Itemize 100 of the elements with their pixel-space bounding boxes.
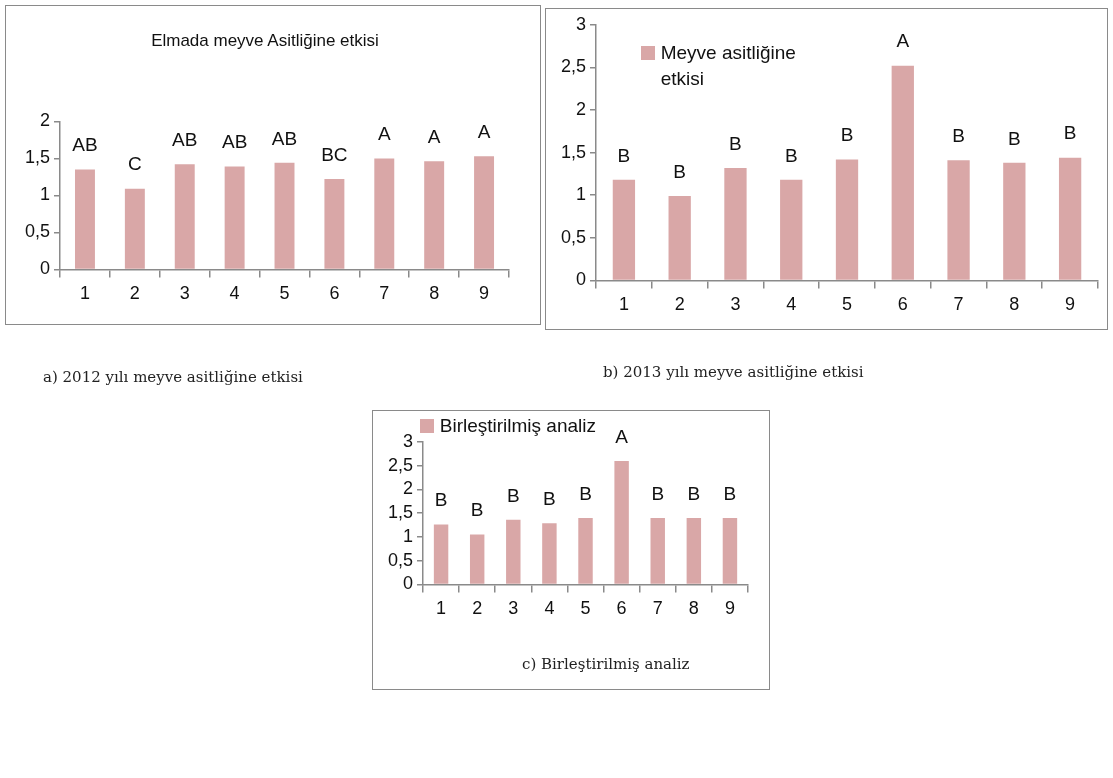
bar: [835, 159, 859, 280]
x-tick-label: 9: [1065, 294, 1076, 315]
y-tick-label: 2: [40, 110, 51, 131]
annotation: B: [784, 144, 798, 166]
bar: [124, 188, 145, 269]
annotation: C: [127, 153, 142, 175]
x-tick-label: 5: [842, 294, 853, 315]
bar: [1003, 162, 1026, 280]
x-tick-label: 5: [279, 283, 290, 304]
x-tick-label: 4: [229, 283, 240, 304]
bar: [424, 161, 445, 269]
y-tick-label: 1,5: [24, 147, 51, 168]
x-tick-label: 7: [379, 283, 390, 304]
annotation: B: [506, 484, 520, 506]
bar: [722, 517, 738, 584]
y-tick-label: 0: [40, 258, 51, 279]
x-tick-label: 6: [616, 598, 627, 619]
y-tick-label: 2,5: [560, 56, 587, 77]
bar: [891, 65, 914, 280]
annotation: BC: [321, 143, 348, 165]
x-tick-label: 7: [652, 598, 663, 619]
annotation: A: [377, 123, 391, 145]
annotation: B: [651, 482, 665, 504]
annotation: A: [477, 120, 491, 142]
bar: [469, 534, 485, 584]
y-tick-label: 1: [403, 525, 414, 546]
x-tick-label: 4: [786, 294, 797, 315]
y-tick-label: 1,5: [387, 502, 414, 523]
annotation: B: [723, 482, 737, 504]
bar: [668, 196, 691, 280]
x-tick-label: 2: [674, 294, 685, 315]
x-tick-label: 7: [953, 294, 964, 315]
x-tick-label: 1: [79, 283, 90, 304]
bar: [614, 460, 629, 584]
annotation: A: [615, 425, 629, 447]
y-tick-label: 3: [403, 430, 414, 451]
x-tick-label: 3: [730, 294, 741, 315]
annotation: AB: [172, 129, 198, 151]
annotation: B: [673, 160, 687, 182]
legend-label: Birleştirilmiş analiz: [439, 413, 596, 438]
text: b) 2013 yılı meyve asitliğine etkisi: [603, 363, 864, 381]
bar: [474, 156, 495, 269]
x-tick-label: 8: [1009, 294, 1020, 315]
annotation: B: [543, 487, 556, 509]
y-tick-label: 3: [576, 13, 587, 34]
bar: [578, 517, 593, 584]
annotation: B: [1063, 122, 1077, 144]
annotation: B: [1007, 127, 1021, 149]
x-tick-label: 8: [429, 283, 440, 304]
y-tick-label: 2: [576, 98, 587, 119]
annotation: B: [617, 144, 631, 166]
annotation: B: [579, 482, 592, 504]
x-tick-label: 3: [508, 598, 519, 619]
bar: [506, 519, 521, 584]
bar: [780, 179, 803, 280]
annotation: B: [729, 132, 742, 154]
bar: [686, 517, 702, 584]
y-tick-label: 0: [576, 269, 587, 290]
x-tick-label: 9: [724, 598, 735, 619]
bar: [174, 164, 195, 269]
y-tick-label: 1,5: [560, 141, 587, 162]
chart-title: Elmada meyve Asitliğine etkisi: [151, 30, 379, 50]
annotation: B: [952, 125, 965, 146]
bar: [612, 179, 636, 280]
x-tick-label: 2: [472, 598, 483, 619]
x-tick-label: 8: [688, 598, 699, 619]
bar: [724, 167, 747, 280]
annotation: AB: [221, 131, 248, 153]
y-tick-label: 1: [576, 184, 587, 205]
x-tick-label: 6: [897, 294, 908, 315]
bar: [650, 517, 665, 584]
annotation: A: [896, 30, 910, 52]
annotation: AB: [271, 127, 298, 149]
annotation: B: [840, 124, 854, 146]
y-tick-label: 2: [403, 478, 414, 499]
y-tick-label: 2,5: [387, 454, 414, 475]
y-tick-label: 0,5: [24, 221, 51, 242]
annotation: B: [470, 499, 484, 521]
bar: [433, 524, 449, 584]
bar: [224, 166, 245, 269]
annotation: B: [687, 482, 701, 504]
y-tick-label: 1: [40, 184, 51, 205]
bar: [1058, 157, 1082, 280]
text: a) 2012 yılı meyve asitliğine etkisi: [43, 368, 303, 386]
bar: [542, 523, 557, 584]
x-tick-label: 4: [544, 598, 555, 619]
text: c) Birleştirilmiş analiz: [522, 655, 690, 673]
y-tick-label: 0,5: [387, 549, 414, 570]
annotation: B: [434, 489, 448, 511]
x-tick-label: 9: [479, 283, 490, 304]
x-tick-label: 1: [436, 598, 447, 619]
bar: [324, 179, 345, 269]
y-tick-label: 0,5: [560, 226, 587, 247]
legend-label: Meyve asitliğine etkisi: [660, 41, 797, 92]
bar: [947, 160, 970, 280]
x-tick-label: 2: [129, 283, 140, 304]
x-tick-label: 3: [179, 283, 190, 304]
annotation: A: [427, 126, 441, 148]
x-tick-label: 1: [618, 294, 629, 315]
bar: [74, 169, 95, 269]
